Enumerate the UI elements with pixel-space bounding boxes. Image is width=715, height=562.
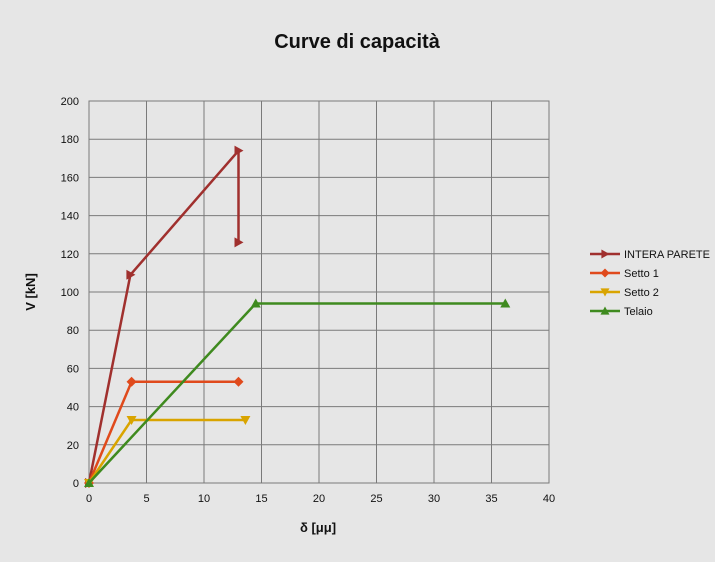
data-point-marker: [126, 415, 137, 425]
x-tick-label: 5: [143, 493, 149, 505]
chart-title: Curve di capacità: [274, 31, 441, 53]
x-tick-label: 40: [543, 493, 555, 505]
x-tick-label: 20: [313, 493, 325, 505]
x-tick-label: 10: [198, 493, 210, 505]
y-tick-label: 180: [61, 134, 79, 146]
x-tick-label: 30: [428, 493, 440, 505]
data-point-marker: [250, 298, 261, 308]
legend-label: Telaio: [624, 306, 653, 318]
data-point-marker: [601, 249, 610, 259]
data-point-marker: [500, 298, 511, 308]
grid: [88, 100, 550, 484]
y-axis-ticks: 0 20 40 60 80 100 120 140 160 180 200: [61, 96, 79, 490]
y-tick-label: 140: [61, 211, 79, 223]
y-tick-label: 160: [61, 172, 79, 184]
data-point-marker: [600, 306, 610, 315]
data-point-marker: [234, 145, 244, 156]
y-axis-label: V [kN]: [23, 273, 38, 311]
legend-item: INTERA PARETE: [590, 249, 710, 261]
legend-item: Setto 1: [590, 268, 659, 280]
x-axis-label: δ [μμ]: [300, 520, 336, 535]
data-point-marker: [600, 268, 610, 278]
y-tick-label: 0: [73, 478, 79, 490]
data-point-marker: [234, 237, 244, 248]
x-tick-label: 0: [86, 493, 92, 505]
legend-item: Setto 2: [590, 287, 659, 299]
series-layer: [84, 145, 511, 488]
x-axis-ticks: 0 5 10 15 20 25 30 35 40: [86, 493, 555, 505]
data-point-marker: [240, 415, 251, 425]
series-telaio: [84, 298, 511, 487]
x-tick-label: 35: [485, 493, 497, 505]
y-tick-label: 20: [67, 440, 79, 452]
legend-label: Setto 2: [624, 287, 659, 299]
y-tick-label: 80: [67, 325, 79, 337]
y-tick-label: 100: [61, 287, 79, 299]
x-tick-label: 15: [255, 493, 267, 505]
series-line: [87, 149, 240, 484]
legend-label: Setto 1: [624, 268, 659, 280]
data-point-marker: [84, 478, 94, 487]
y-tick-label: 40: [67, 402, 79, 414]
data-point-marker: [233, 376, 244, 387]
data-point-marker: [126, 269, 136, 280]
legend: INTERA PARETE Setto 1 Setto 2 Telaio: [590, 249, 710, 318]
legend-label: INTERA PARETE: [624, 249, 710, 261]
legend-item: Telaio: [590, 306, 653, 318]
x-tick-label: 25: [370, 493, 382, 505]
y-tick-label: 120: [61, 249, 79, 261]
data-point-marker: [126, 376, 137, 387]
data-point-marker: [600, 288, 610, 297]
y-tick-label: 60: [67, 363, 79, 375]
y-tick-label: 200: [61, 96, 79, 108]
